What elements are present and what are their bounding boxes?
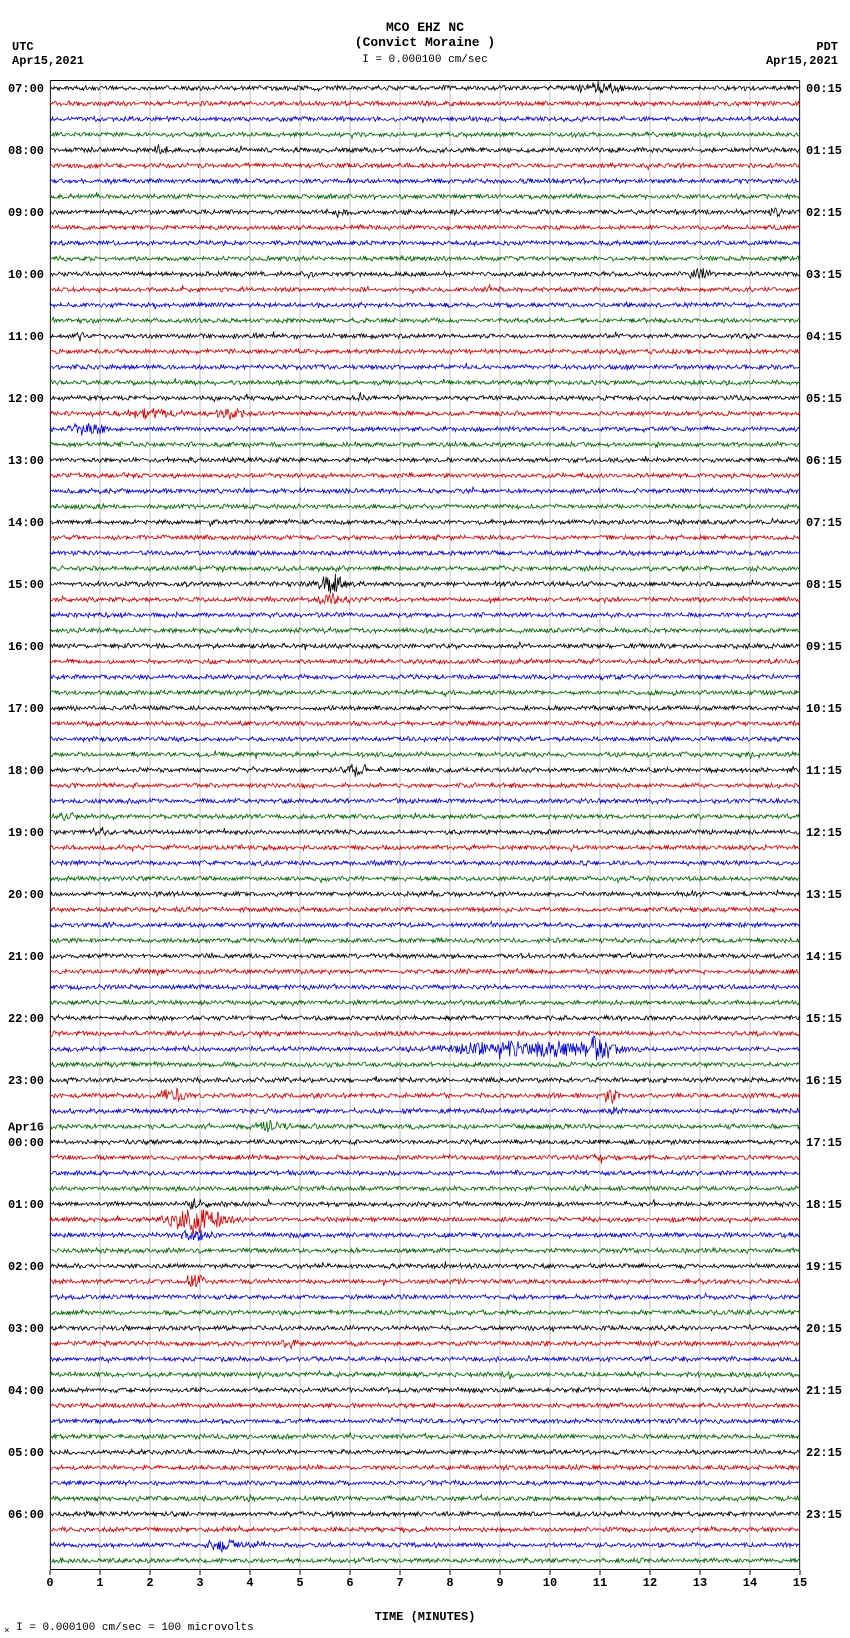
svg-text:13:00: 13:00 <box>8 454 44 468</box>
svg-text:00:00: 00:00 <box>8 1136 44 1150</box>
svg-text:14:15: 14:15 <box>806 950 842 964</box>
date-right-label: Apr15,2021 <box>766 54 838 68</box>
svg-text:10:00: 10:00 <box>8 268 44 282</box>
svg-text:04:00: 04:00 <box>8 1384 44 1398</box>
svg-text:6: 6 <box>346 1576 353 1590</box>
svg-text:23:00: 23:00 <box>8 1074 44 1088</box>
tz-right-label: PDT <box>766 40 838 54</box>
svg-text:11:15: 11:15 <box>806 764 842 778</box>
svg-text:22:15: 22:15 <box>806 1446 842 1460</box>
svg-text:16:15: 16:15 <box>806 1074 842 1088</box>
svg-text:00:15: 00:15 <box>806 82 842 96</box>
title-block: MCO EHZ NC (Convict Moraine ) <box>0 0 850 50</box>
svg-text:23:15: 23:15 <box>806 1508 842 1522</box>
svg-text:0: 0 <box>46 1576 53 1590</box>
svg-text:7: 7 <box>396 1576 403 1590</box>
svg-text:5: 5 <box>296 1576 303 1590</box>
svg-text:02:15: 02:15 <box>806 206 842 220</box>
svg-text:09:15: 09:15 <box>806 640 842 654</box>
svg-text:08:00: 08:00 <box>8 144 44 158</box>
svg-text:13: 13 <box>693 1576 707 1590</box>
scale-indicator: I = 0.000100 cm/sec <box>0 54 850 66</box>
svg-text:07:15: 07:15 <box>806 516 842 530</box>
plot-wrapper: 07:0008:0009:0010:0011:0012:0013:0014:00… <box>50 80 800 1570</box>
scale-text: = 0.000100 cm/sec <box>375 54 487 66</box>
svg-text:19:15: 19:15 <box>806 1260 842 1274</box>
x-axis: 0123456789101112131415 TIME (MINUTES) <box>50 1570 800 1610</box>
svg-text:22:00: 22:00 <box>8 1012 44 1026</box>
svg-text:08:15: 08:15 <box>806 578 842 592</box>
svg-text:06:15: 06:15 <box>806 454 842 468</box>
svg-text:12: 12 <box>643 1576 657 1590</box>
svg-text:10:15: 10:15 <box>806 702 842 716</box>
seismogram-container: UTC Apr15,2021 MCO EHZ NC (Convict Morai… <box>0 0 850 1636</box>
svg-text:16:00: 16:00 <box>8 640 44 654</box>
svg-text:11:00: 11:00 <box>8 330 44 344</box>
svg-text:07:00: 07:00 <box>8 82 44 96</box>
svg-text:12:00: 12:00 <box>8 392 44 406</box>
svg-text:02:00: 02:00 <box>8 1260 44 1274</box>
tz-left-label: UTC <box>12 40 84 54</box>
svg-text:12:15: 12:15 <box>806 826 842 840</box>
svg-text:8: 8 <box>446 1576 453 1590</box>
timezone-left: UTC Apr15,2021 <box>12 40 84 68</box>
svg-text:04:15: 04:15 <box>806 330 842 344</box>
svg-text:14: 14 <box>743 1576 757 1590</box>
svg-text:14:00: 14:00 <box>8 516 44 530</box>
scale-bar-icon: I <box>362 54 375 66</box>
x-axis-ticks: 0123456789101112131415 <box>50 1570 800 1588</box>
svg-text:2: 2 <box>146 1576 153 1590</box>
svg-text:4: 4 <box>246 1576 253 1590</box>
svg-text:03:00: 03:00 <box>8 1322 44 1336</box>
svg-text:18:00: 18:00 <box>8 764 44 778</box>
svg-text:03:15: 03:15 <box>806 268 842 282</box>
svg-text:1: 1 <box>96 1576 103 1590</box>
svg-text:01:15: 01:15 <box>806 144 842 158</box>
svg-text:10: 10 <box>543 1576 557 1590</box>
svg-text:06:00: 06:00 <box>8 1508 44 1522</box>
svg-text:21:00: 21:00 <box>8 950 44 964</box>
svg-text:05:15: 05:15 <box>806 392 842 406</box>
station-name: (Convict Moraine ) <box>0 35 850 50</box>
seismogram-plot: 07:0008:0009:0010:0011:0012:0013:0014:00… <box>50 80 800 1570</box>
station-code: MCO EHZ NC <box>0 20 850 35</box>
svg-text:15:15: 15:15 <box>806 1012 842 1026</box>
svg-text:11: 11 <box>593 1576 607 1590</box>
x-axis-label: TIME (MINUTES) <box>50 1610 800 1624</box>
svg-text:18:15: 18:15 <box>806 1198 842 1212</box>
svg-text:20:15: 20:15 <box>806 1322 842 1336</box>
date-left-label: Apr15,2021 <box>12 54 84 68</box>
svg-text:Apr16: Apr16 <box>8 1121 44 1135</box>
svg-text:09:00: 09:00 <box>8 206 44 220</box>
svg-text:01:00: 01:00 <box>8 1198 44 1212</box>
svg-text:13:15: 13:15 <box>806 888 842 902</box>
svg-text:15:00: 15:00 <box>8 578 44 592</box>
svg-text:21:15: 21:15 <box>806 1384 842 1398</box>
svg-text:3: 3 <box>196 1576 203 1590</box>
svg-text:05:00: 05:00 <box>8 1446 44 1460</box>
svg-text:20:00: 20:00 <box>8 888 44 902</box>
svg-text:19:00: 19:00 <box>8 826 44 840</box>
footer-scale: × I = 0.000100 cm/sec = 100 microvolts <box>4 1622 850 1636</box>
timezone-right: PDT Apr15,2021 <box>766 40 838 68</box>
svg-text:9: 9 <box>496 1576 503 1590</box>
svg-text:15: 15 <box>793 1576 807 1590</box>
svg-text:17:15: 17:15 <box>806 1136 842 1150</box>
svg-text:17:00: 17:00 <box>8 702 44 716</box>
header: UTC Apr15,2021 MCO EHZ NC (Convict Morai… <box>0 0 850 80</box>
